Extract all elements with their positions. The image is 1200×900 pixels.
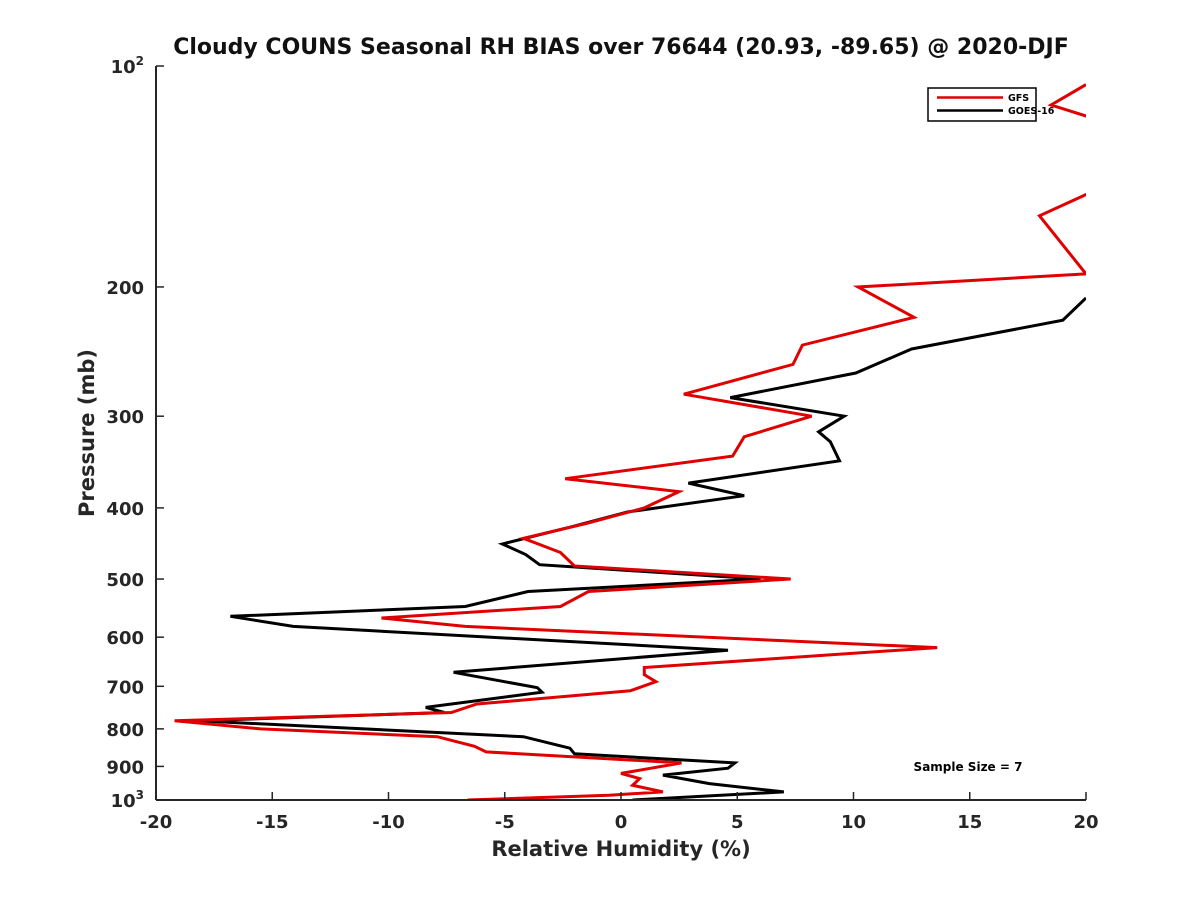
x-axis-label: Relative Humidity (%)	[491, 837, 750, 861]
y-tick-label: 300	[106, 407, 144, 428]
series-line-gfs	[174, 83, 1086, 800]
y-tick-label: 700	[106, 677, 144, 698]
chart-title: Cloudy COUNS Seasonal RH BIAS over 76644…	[173, 35, 1069, 60]
legend-box	[927, 87, 1037, 122]
y-tick-label: 900	[106, 757, 144, 778]
series-layer	[174, 83, 1086, 800]
y-tick-label: 200	[106, 278, 144, 299]
y-axis-label: Pressure (mb)	[75, 349, 99, 517]
x-tick-label: -10	[372, 812, 405, 833]
legend-label-gfs: GFS	[1008, 93, 1029, 104]
x-tick-label: 10	[841, 812, 866, 833]
x-tick-label: 20	[1073, 812, 1098, 833]
y-tick-label: 400	[106, 499, 144, 520]
legend-label-goes16: GOES-16	[1008, 106, 1055, 117]
x-tick-label: -15	[256, 812, 289, 833]
legend: GFS GOES-16	[927, 87, 1055, 122]
x-tick-label: 0	[615, 812, 628, 833]
x-tick-label: 5	[731, 812, 744, 833]
y-tick-label: 500	[106, 570, 144, 591]
x-ticks: -20 -15 -10 -5 0 5 10 15 20	[140, 792, 1099, 833]
x-tick-label: -5	[495, 812, 515, 833]
y-ticks: 102 200 300 400 500 600 700 800 900 103	[106, 54, 164, 812]
x-tick-label: 15	[957, 812, 982, 833]
y-tick-label: 103	[111, 788, 144, 812]
sample-size-annotation: Sample Size = 7	[914, 760, 1023, 774]
y-tick-label: 600	[106, 628, 144, 649]
series-line-goes16	[197, 296, 1086, 800]
y-tick-label: 102	[111, 54, 144, 78]
x-tick-label: -20	[140, 812, 173, 833]
y-tick-label: 800	[106, 720, 144, 741]
